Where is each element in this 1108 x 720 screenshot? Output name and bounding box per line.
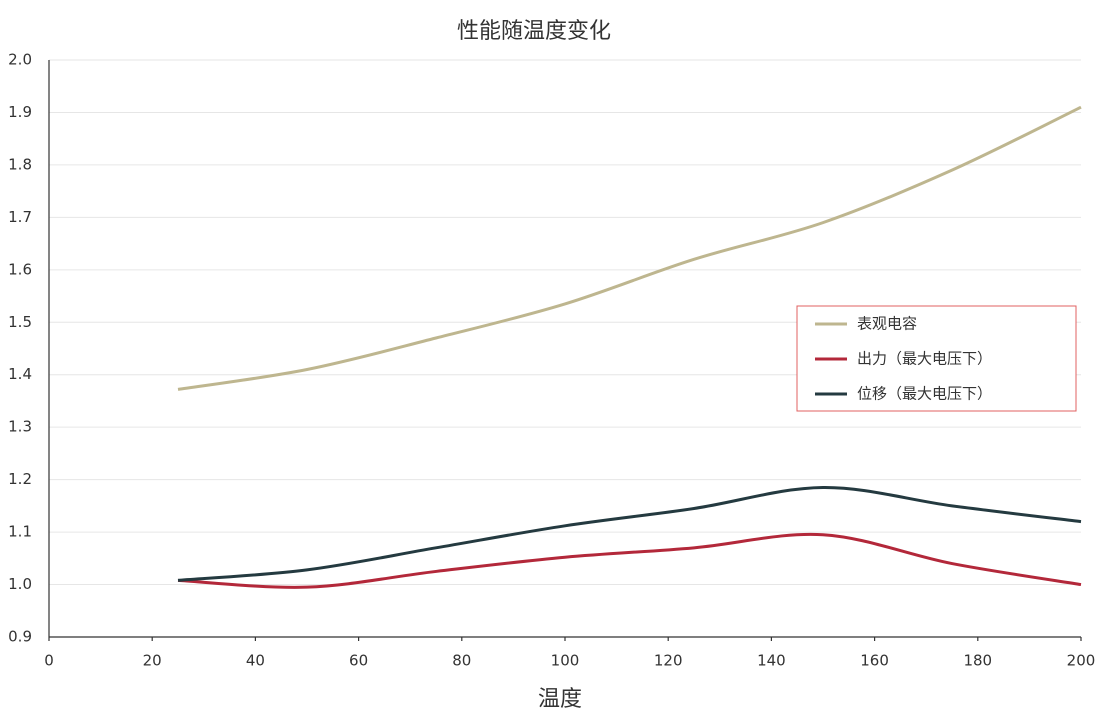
y-tick-label: 1.6 — [8, 260, 32, 278]
x-tick-label: 60 — [349, 652, 368, 670]
y-tick-label: 1.9 — [8, 103, 32, 121]
x-tick-label: 80 — [452, 652, 471, 670]
x-tick-label: 0 — [44, 652, 54, 670]
x-tick-label: 100 — [551, 652, 580, 670]
series-line — [177, 105, 1082, 391]
x-tick-label: 160 — [860, 652, 889, 670]
y-tick-label: 0.9 — [8, 628, 32, 646]
y-tick-label: 1.4 — [8, 365, 32, 383]
chart-title: 性能随温度变化 — [457, 19, 611, 44]
y-tick-label: 1.5 — [8, 313, 32, 331]
y-tick-label: 1.2 — [8, 470, 32, 488]
legend-label: 位移（最大电压下） — [857, 385, 992, 403]
x-tick-label: 140 — [757, 652, 786, 670]
y-tick-label: 2.0 — [8, 51, 32, 69]
series-line — [177, 486, 1082, 582]
series-line — [177, 532, 1082, 589]
y-tick-label: 1.3 — [8, 418, 32, 436]
y-tick-label: 1.0 — [8, 575, 32, 593]
x-tick-label: 40 — [246, 652, 265, 670]
x-tick-label: 120 — [654, 652, 683, 670]
legend-label: 出力（最大电压下） — [857, 350, 992, 368]
legend-label: 表观电容 — [857, 315, 917, 333]
y-tick-label: 1.8 — [8, 155, 32, 173]
x-axis-label: 温度 — [538, 687, 582, 712]
y-tick-label: 1.1 — [8, 523, 32, 541]
x-tick-label: 200 — [1067, 652, 1096, 670]
x-tick-label: 180 — [963, 652, 992, 670]
y-tick-label: 1.7 — [8, 208, 32, 226]
x-tick-label: 20 — [143, 652, 162, 670]
